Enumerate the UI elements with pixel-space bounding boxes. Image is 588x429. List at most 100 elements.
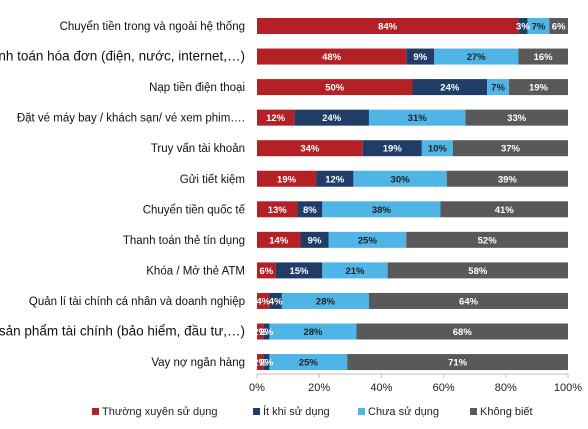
- bar-segment: [275, 262, 323, 279]
- legend-label: Chưa sử dụng: [368, 406, 439, 418]
- category-label: Quản lí tài chính cá nhân và doanh nghiệ…: [29, 296, 245, 308]
- data-label: 13%: [268, 205, 288, 216]
- data-label: 14%: [269, 235, 289, 246]
- bar-segment: [257, 18, 519, 34]
- bar-segment: [549, 18, 568, 34]
- data-label: 12%: [266, 113, 286, 124]
- data-label: 2%: [253, 327, 267, 338]
- bar-segment: [300, 231, 329, 248]
- bar-segment: [508, 79, 568, 96]
- category-label: Gửi tiết kiệm: [180, 174, 245, 186]
- data-label: 6%: [259, 266, 273, 277]
- bar-segment: [269, 323, 357, 340]
- bar-segment: [257, 109, 295, 126]
- data-label: 2%: [259, 358, 273, 369]
- x-tick-label: 20%: [308, 382, 330, 394]
- data-label: 41%: [495, 205, 515, 216]
- data-label: 27%: [467, 52, 487, 63]
- x-tick-label: 80%: [495, 382, 517, 394]
- category-label: Truy vấn tài khoản: [151, 143, 245, 155]
- data-label: 28%: [303, 327, 323, 338]
- data-label: 71%: [448, 358, 468, 369]
- bar-segment: [257, 201, 298, 218]
- bar-segment: [368, 109, 466, 126]
- category-label: Khóa / Mở thẻ ATM: [146, 265, 245, 277]
- bar-segment: [257, 354, 264, 371]
- bar-segment: [257, 262, 276, 279]
- bar-segment: [368, 292, 568, 309]
- data-label: 25%: [358, 235, 378, 246]
- data-label: 4%: [256, 296, 270, 307]
- data-label: 34%: [300, 144, 320, 155]
- data-label: 16%: [534, 52, 554, 63]
- data-label: 19%: [383, 144, 403, 155]
- bar-segment: [412, 79, 488, 96]
- legend-label: Thường xuyên sử dụng: [102, 406, 218, 418]
- data-label: 3%: [516, 22, 530, 33]
- data-label: 38%: [372, 205, 392, 216]
- data-label: 10%: [428, 144, 448, 155]
- bar-segment: [322, 262, 388, 279]
- bars: [257, 18, 568, 371]
- category-labels: Chuyển tiền trong và ngoài hệ thống Thanh…: [0, 21, 246, 369]
- category-label: Chuyển tiền trong và ngoài hệ thống: [60, 21, 245, 33]
- bar-segment: [452, 140, 568, 157]
- bar-segment: [440, 201, 568, 218]
- data-label: 31%: [408, 113, 428, 124]
- legend-swatch: [358, 408, 365, 415]
- legend-swatch: [92, 408, 99, 415]
- bar-segment: [356, 323, 568, 340]
- x-axis-ticks: 0% 20% 40% 60% 80% 100%: [249, 374, 582, 394]
- category-label: Đặt vé máy bay / khách sạn/ vé xem phim……: [17, 113, 245, 125]
- category-label: Nạp tiền điện thoại: [149, 82, 245, 94]
- bar-segment: [281, 292, 369, 309]
- data-label: 25%: [299, 358, 319, 369]
- bar-segment: [257, 231, 301, 248]
- data-label: 15%: [289, 266, 309, 277]
- bar-segment: [328, 231, 407, 248]
- bar-segment: [446, 170, 568, 187]
- data-label: 52%: [478, 235, 498, 246]
- data-label: 9%: [308, 235, 322, 246]
- bar-segment: [316, 170, 354, 187]
- bar-segment: [263, 354, 270, 371]
- legend-swatch: [253, 408, 260, 415]
- bar-segment: [294, 109, 369, 126]
- data-label: 19%: [529, 83, 549, 94]
- data-label: 6%: [552, 22, 566, 33]
- data-label: 64%: [459, 296, 479, 307]
- bar-segment: [406, 231, 568, 248]
- data-label: 2%: [253, 358, 267, 369]
- bar-segment: [257, 48, 407, 65]
- data-label: 37%: [501, 144, 521, 155]
- x-tick-label: 0%: [249, 382, 265, 394]
- data-label: 19%: [277, 174, 297, 185]
- bar-segment: [347, 354, 568, 371]
- bar-segment: [257, 140, 363, 157]
- bar-segment: [257, 323, 264, 340]
- data-label: 30%: [391, 174, 411, 185]
- data-label: 68%: [453, 327, 473, 338]
- bar-segment: [421, 140, 453, 157]
- bar-segment: [527, 18, 550, 34]
- data-label: 50%: [325, 83, 345, 94]
- data-label: 2%: [259, 327, 273, 338]
- category-label: Thanh toán thẻ tín dụng: [123, 235, 245, 247]
- category-label: Chuyển tiền quốc tế: [143, 204, 246, 216]
- data-label: 48%: [322, 52, 342, 63]
- data-label: 7%: [532, 22, 546, 33]
- x-tick-label: 100%: [554, 382, 582, 394]
- bar-segment: [257, 170, 317, 187]
- legend-label: Không biết: [480, 406, 533, 418]
- data-label: 4%: [269, 296, 283, 307]
- bar-segment: [487, 79, 509, 96]
- bar-segment: [406, 48, 435, 65]
- bar-segment: [387, 262, 568, 279]
- category-label: Thanh toán hóa đơn (điện, nước, internet…: [0, 49, 245, 64]
- data-label: 39%: [498, 174, 518, 185]
- bar-segment: [322, 201, 441, 218]
- bar-segment: [518, 48, 568, 65]
- data-label: 8%: [303, 205, 317, 216]
- bar-segment: [257, 79, 413, 96]
